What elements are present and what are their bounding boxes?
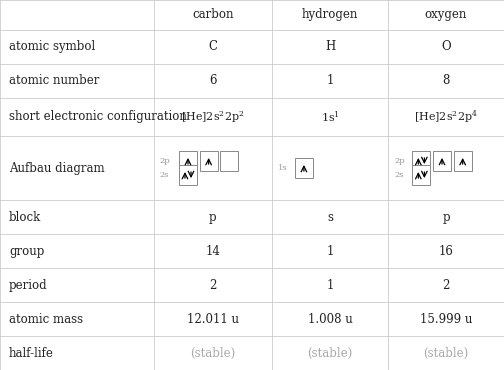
Text: 15.999 u: 15.999 u bbox=[420, 313, 472, 326]
Text: carbon: carbon bbox=[192, 8, 234, 21]
Bar bbox=[179, 165, 197, 185]
Text: 6: 6 bbox=[209, 74, 217, 87]
Text: C: C bbox=[209, 40, 217, 53]
Text: (stable): (stable) bbox=[191, 347, 235, 360]
Bar bbox=[295, 158, 313, 178]
Text: 1s: 1s bbox=[278, 164, 288, 172]
Text: (stable): (stable) bbox=[423, 347, 469, 360]
Text: atomic number: atomic number bbox=[9, 74, 99, 87]
Text: 8: 8 bbox=[443, 74, 450, 87]
Text: 2p: 2p bbox=[394, 157, 405, 165]
Text: H: H bbox=[325, 40, 335, 53]
Text: 2p: 2p bbox=[160, 157, 170, 165]
Text: p: p bbox=[209, 211, 217, 224]
Text: Aufbau diagram: Aufbau diagram bbox=[9, 162, 105, 175]
Text: 16: 16 bbox=[438, 245, 454, 258]
Text: hydrogen: hydrogen bbox=[302, 8, 358, 21]
Text: short electronic configuration: short electronic configuration bbox=[9, 110, 187, 123]
Text: O: O bbox=[441, 40, 451, 53]
Text: 2s: 2s bbox=[160, 171, 169, 179]
Text: $\mathregular{[He]2s^{2}2p^{2}}$: $\mathregular{[He]2s^{2}2p^{2}}$ bbox=[181, 109, 245, 125]
Text: (stable): (stable) bbox=[307, 347, 353, 360]
Text: group: group bbox=[9, 245, 44, 258]
Text: 1: 1 bbox=[327, 245, 334, 258]
Text: half-life: half-life bbox=[9, 347, 54, 360]
Text: 1: 1 bbox=[327, 279, 334, 292]
Text: s: s bbox=[327, 211, 333, 224]
Text: p: p bbox=[442, 211, 450, 224]
Text: atomic symbol: atomic symbol bbox=[9, 40, 95, 53]
Text: 2: 2 bbox=[209, 279, 217, 292]
Bar bbox=[220, 151, 238, 171]
Text: block: block bbox=[9, 211, 41, 224]
Text: 2: 2 bbox=[443, 279, 450, 292]
Text: 2s: 2s bbox=[394, 171, 404, 179]
Bar bbox=[412, 165, 430, 185]
Bar bbox=[433, 151, 451, 171]
Bar bbox=[412, 151, 430, 171]
Text: 1.008 u: 1.008 u bbox=[308, 313, 352, 326]
Text: $\mathregular{[He]2s^{2}2p^{4}}$: $\mathregular{[He]2s^{2}2p^{4}}$ bbox=[414, 108, 478, 125]
Text: 1: 1 bbox=[327, 74, 334, 87]
Bar bbox=[200, 151, 218, 171]
Text: period: period bbox=[9, 279, 48, 292]
Text: 14: 14 bbox=[206, 245, 220, 258]
Text: 12.011 u: 12.011 u bbox=[187, 313, 239, 326]
Bar bbox=[179, 151, 197, 171]
Text: $\mathregular{1s^{1}}$: $\mathregular{1s^{1}}$ bbox=[321, 110, 340, 124]
Text: atomic mass: atomic mass bbox=[9, 313, 83, 326]
Text: oxygen: oxygen bbox=[425, 8, 467, 21]
Bar bbox=[454, 151, 472, 171]
